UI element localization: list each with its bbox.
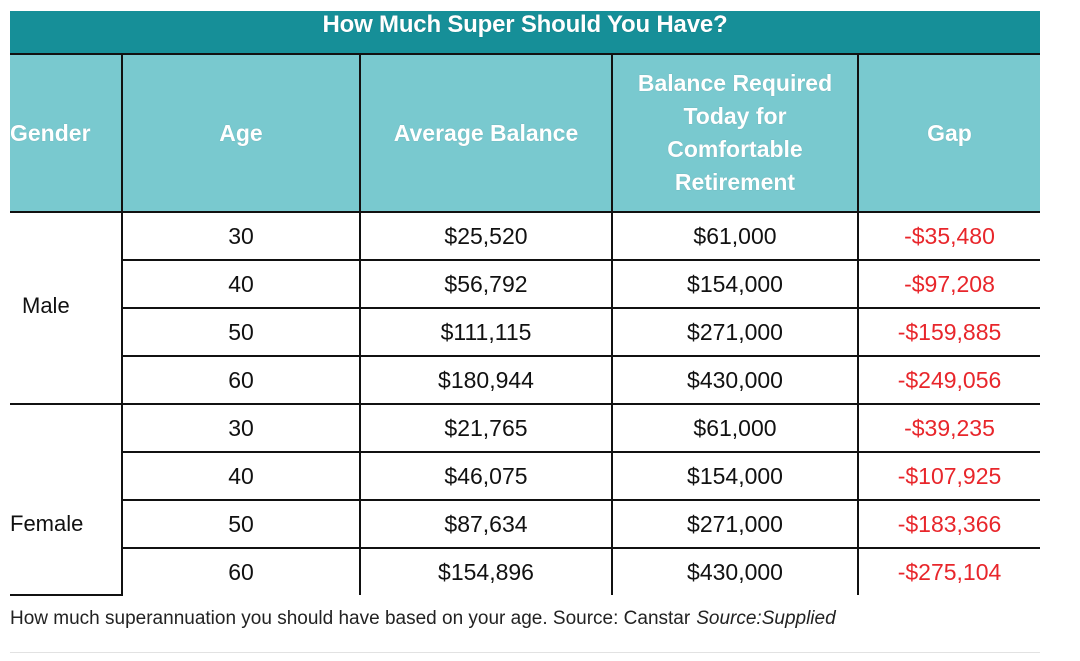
gap-cell: -$97,208	[857, 260, 1040, 309]
age-cell: 40	[121, 260, 360, 309]
super-table-figure: How Much Super Should You Have? Gender A…	[10, 11, 1040, 596]
average-balance-cell: $46,075	[359, 452, 612, 501]
table-row: 60 $154,896 $430,000 -$275,104	[10, 548, 1040, 595]
header-gap: Gap	[857, 53, 1040, 213]
super-balance-table: Gender Age Average Balance Balance Requi…	[10, 53, 1040, 596]
gap-cell: -$35,480	[857, 212, 1040, 261]
caption-text: How much superannuation you should have …	[10, 608, 691, 629]
balance-required-cell: $430,000	[611, 356, 858, 405]
header-average-balance: Average Balance	[359, 53, 612, 213]
gap-cell: -$39,235	[857, 404, 1040, 453]
table-title: How Much Super Should You Have?	[10, 11, 1040, 53]
header-age: Age	[121, 53, 360, 213]
gender-label-female: Female	[10, 510, 84, 536]
gap-cell: -$249,056	[857, 356, 1040, 405]
balance-required-cell: $154,000	[611, 452, 858, 501]
age-cell: 60	[121, 548, 360, 595]
figure-caption: How much superannuation you should have …	[10, 608, 836, 630]
divider	[10, 652, 1040, 653]
table-row: 50 $111,115 $271,000 -$159,885	[10, 308, 1040, 357]
average-balance-cell: $87,634	[359, 500, 612, 549]
table-row: Male 30 $25,520 $61,000 -$35,480	[10, 212, 1040, 405]
table-row: 50 $87,634 $271,000 -$183,366	[10, 500, 1040, 549]
balance-required-cell: $271,000	[611, 500, 858, 549]
table-row: 60 $180,944 $430,000 -$249,056	[10, 356, 1040, 405]
age-cell: 30	[121, 404, 360, 453]
average-balance-cell: $21,765	[359, 404, 612, 453]
table-row: Female 30 $21,765 $61,000 -$39,235	[10, 403, 1040, 596]
header-row: Gender Age Average Balance Balance Requi…	[10, 53, 1040, 213]
header-balance-required-text: Balance Required Today for Comfortable R…	[637, 70, 833, 195]
header-gender: Gender	[10, 53, 122, 213]
average-balance-cell: $154,896	[359, 548, 612, 595]
average-balance-cell: $180,944	[359, 356, 612, 405]
caption-source: Source:Supplied	[696, 608, 836, 629]
balance-required-cell: $61,000	[611, 212, 858, 261]
gender-cell-female: Female	[10, 403, 122, 596]
balance-required-cell: $430,000	[611, 548, 858, 595]
age-cell: 30	[121, 212, 360, 261]
header-balance-required: Balance Required Today for Comfortable R…	[611, 53, 858, 213]
age-cell: 40	[121, 452, 360, 501]
balance-required-cell: $271,000	[611, 308, 858, 357]
average-balance-cell: $56,792	[359, 260, 612, 309]
gap-cell: -$275,104	[857, 548, 1040, 595]
balance-required-cell: $154,000	[611, 260, 858, 309]
balance-required-cell: $61,000	[611, 404, 858, 453]
age-cell: 50	[121, 500, 360, 549]
age-cell: 60	[121, 356, 360, 405]
table-row: 40 $46,075 $154,000 -$107,925	[10, 452, 1040, 501]
gender-label-male: Male	[22, 293, 70, 318]
average-balance-cell: $111,115	[359, 308, 612, 357]
age-cell: 50	[121, 308, 360, 357]
gap-cell: -$183,366	[857, 500, 1040, 549]
gap-cell: -$107,925	[857, 452, 1040, 501]
average-balance-cell: $25,520	[359, 212, 612, 261]
table-row: 40 $56,792 $154,000 -$97,208	[10, 260, 1040, 309]
gender-cell-male: Male	[10, 212, 122, 405]
gap-cell: -$159,885	[857, 308, 1040, 357]
